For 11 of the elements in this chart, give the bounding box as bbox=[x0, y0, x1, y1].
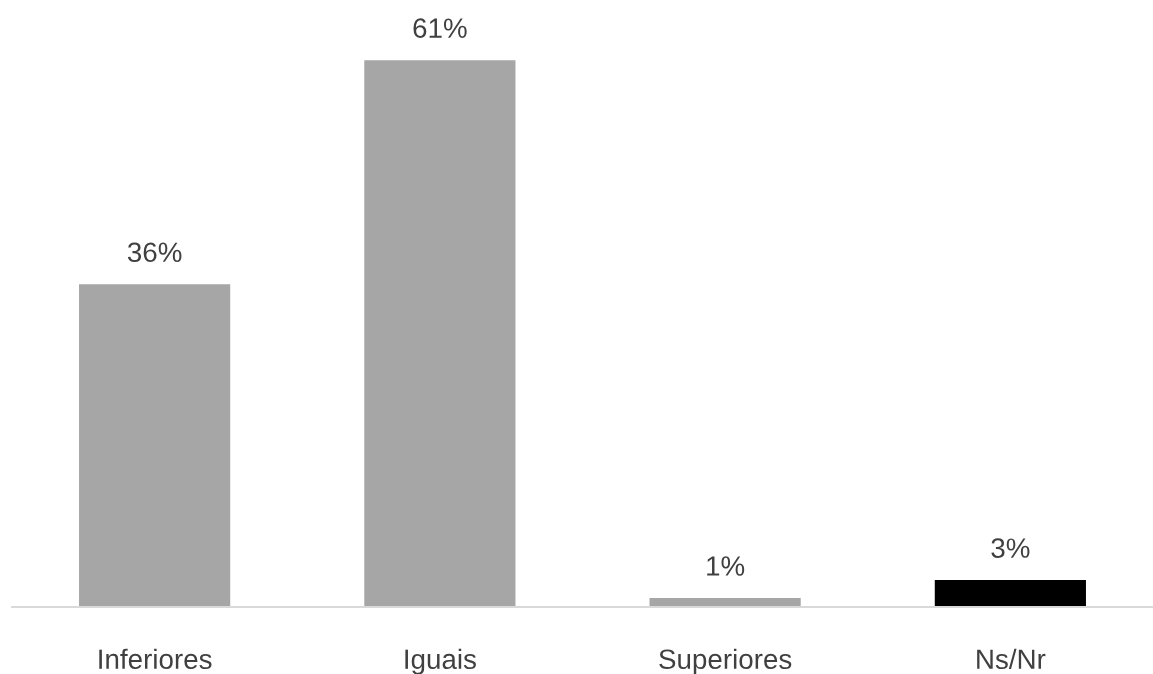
x-tick-label: Superiores bbox=[659, 648, 792, 674]
data-label: 3% bbox=[991, 538, 1030, 558]
x-tick-label: Iguais bbox=[405, 648, 476, 674]
bar bbox=[79, 284, 231, 607]
data-label: 61% bbox=[413, 18, 467, 38]
x-tick-label: Ns/Nr bbox=[977, 648, 1046, 670]
x-tick-label: Inferiores bbox=[99, 648, 212, 670]
data-label: 36% bbox=[127, 242, 182, 263]
bar bbox=[364, 60, 516, 607]
data-label: 1% bbox=[707, 556, 745, 576]
bar bbox=[934, 580, 1086, 607]
